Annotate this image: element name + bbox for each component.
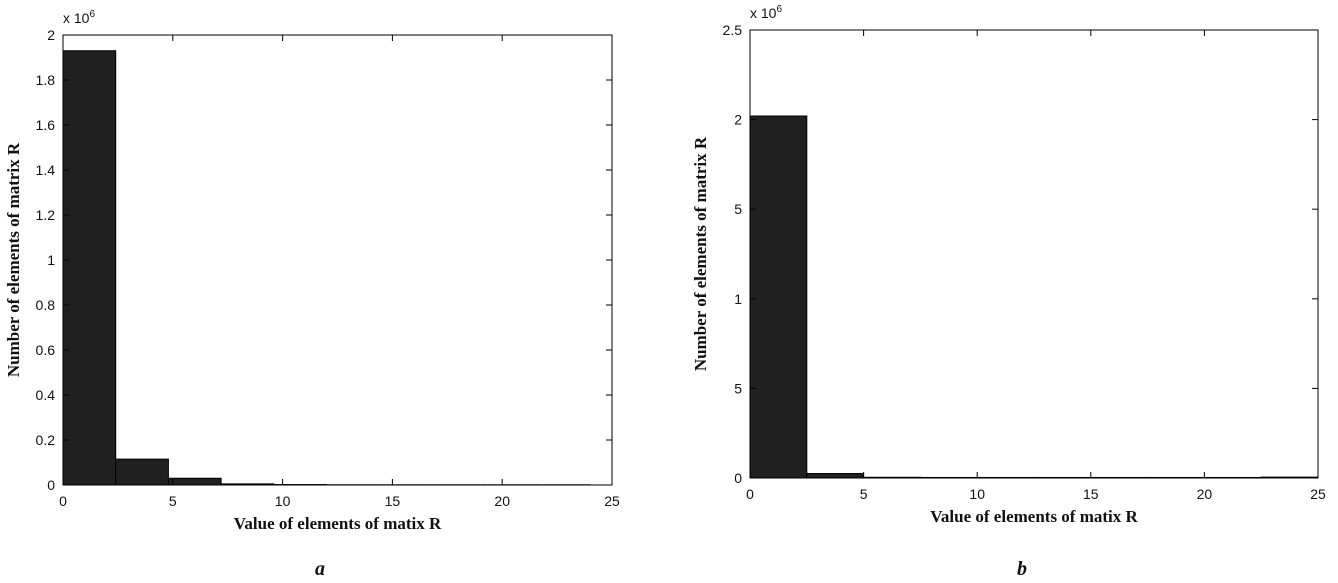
y-tick-label: 0.8 (36, 297, 56, 313)
x-tick-label: 0 (746, 486, 754, 502)
multiplier-power: 6 (776, 4, 782, 15)
bar (806, 473, 865, 479)
y-tick-label: 5 (734, 380, 742, 396)
x-axis-title: Value of elements of matix R (930, 507, 1138, 526)
y-tick-label: 5 (734, 201, 742, 217)
y-tick-label: 2 (734, 112, 742, 128)
x-tick-label: 10 (275, 493, 291, 509)
y-tick-label: 1 (734, 291, 742, 307)
panel-caption: b (1017, 558, 1027, 580)
y-axis-title: Number of elements of matrix R (691, 136, 710, 371)
axis-multiplier: x 106 (63, 9, 95, 26)
y-tick-label: 1.2 (36, 207, 56, 223)
x-tick-label: 20 (1197, 486, 1213, 502)
bar (167, 477, 222, 486)
x-tick-label: 25 (604, 493, 620, 509)
y-tick-label: 2 (47, 27, 55, 43)
x-tick-label: 5 (860, 486, 868, 502)
bar (62, 50, 117, 486)
y-axis-title: Number of elements of matrix R (4, 142, 23, 377)
y-tick-label: 2.5 (723, 22, 743, 38)
panel-caption: a (315, 558, 325, 580)
x-tick-label: 10 (969, 486, 985, 502)
plot-frame (749, 29, 1319, 479)
y-tick-label: 1.6 (36, 117, 56, 133)
x-tick-label: 20 (494, 493, 510, 509)
y-tick-label: 0.2 (36, 432, 56, 448)
y-tick-label: 0 (47, 477, 55, 493)
y-tick-label: 1.4 (36, 162, 56, 178)
x-axis-title: Value of elements of matix R (234, 514, 442, 533)
y-tick-label: 1 (47, 252, 55, 268)
x-tick-label: 15 (385, 493, 401, 509)
axis-multiplier: x 106 (750, 4, 782, 21)
bar (749, 115, 808, 479)
multiplier-base: x 10 (750, 5, 777, 21)
plot-frame (62, 34, 613, 486)
y-tick-label: 0.4 (36, 387, 56, 403)
y-tick-label: 1.8 (36, 72, 56, 88)
multiplier-base: x 10 (63, 10, 90, 26)
y-tick-label: 0.6 (36, 342, 56, 358)
multiplier-power: 6 (89, 9, 95, 20)
x-tick-label: 25 (1310, 486, 1326, 502)
x-tick-label: 5 (169, 493, 177, 509)
bar (115, 458, 169, 486)
y-tick-label: 0 (734, 470, 742, 486)
x-tick-label: 15 (1083, 486, 1099, 502)
x-tick-label: 0 (59, 493, 67, 509)
